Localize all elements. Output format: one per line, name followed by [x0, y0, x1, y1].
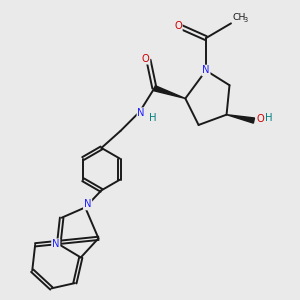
Text: N: N [137, 108, 145, 118]
Text: O: O [257, 114, 265, 124]
Text: O: O [174, 21, 182, 31]
Polygon shape [154, 86, 185, 98]
Text: O: O [142, 54, 149, 64]
Text: 3: 3 [243, 17, 247, 23]
Text: H: H [265, 112, 272, 123]
Text: H: H [149, 112, 157, 123]
Text: N: N [202, 65, 210, 76]
Polygon shape [226, 115, 254, 123]
Text: N: N [84, 200, 91, 209]
Text: N: N [52, 239, 59, 249]
Text: CH: CH [232, 13, 246, 22]
